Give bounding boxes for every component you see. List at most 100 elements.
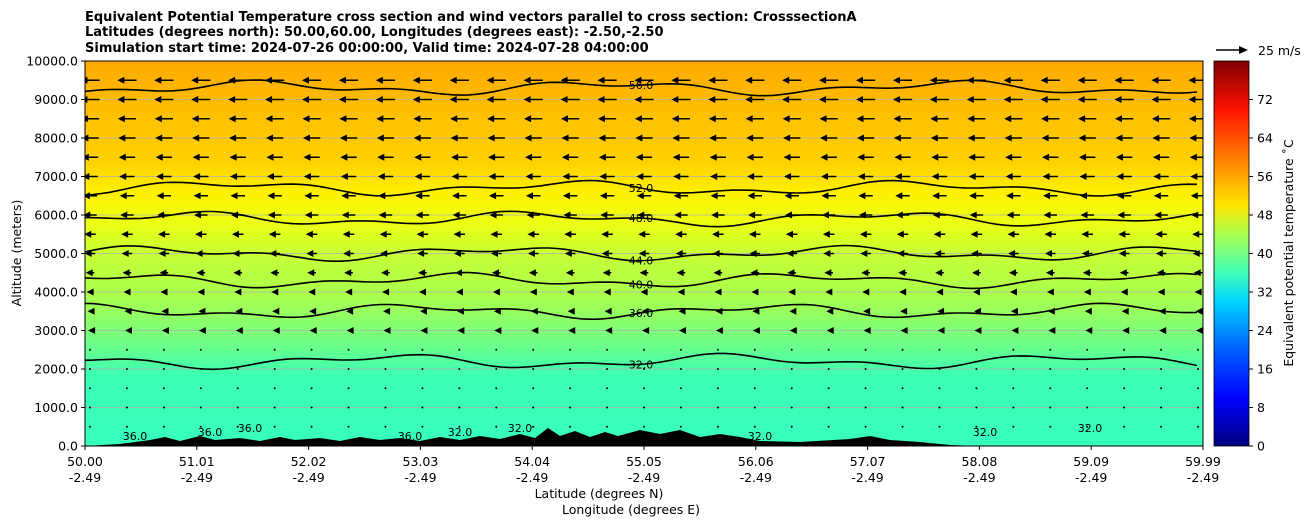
wind-vector bbox=[565, 269, 575, 277]
wind-vector-head bbox=[527, 250, 535, 257]
wind-vector-head bbox=[489, 192, 497, 200]
wind-vector bbox=[1188, 96, 1203, 103]
x-axis: 50.00-2.4951.01-2.4952.02-2.4953.03-2.49… bbox=[67, 446, 1221, 485]
wind-vector bbox=[1078, 115, 1097, 123]
wind-vector bbox=[1153, 192, 1169, 200]
wind-vector bbox=[635, 134, 653, 142]
wind-vector-head bbox=[340, 173, 348, 180]
wind-vector bbox=[338, 96, 359, 103]
wind-vector bbox=[1197, 387, 1199, 390]
x-tick-label-lon: -2.49 bbox=[1187, 470, 1219, 485]
wind-vector bbox=[1118, 250, 1130, 257]
wind-vector-head bbox=[380, 250, 388, 257]
wind-vector bbox=[1156, 269, 1166, 277]
wind-vector bbox=[490, 230, 503, 238]
wind-vector-head bbox=[713, 269, 721, 277]
wind-vector-head bbox=[969, 211, 977, 219]
wind-vector-head bbox=[789, 307, 797, 315]
wind-vector-head bbox=[974, 307, 981, 315]
wind-vector bbox=[489, 211, 503, 219]
wind-vector bbox=[1189, 134, 1203, 142]
wind-vector bbox=[231, 230, 244, 238]
colorbar-gradient bbox=[1213, 60, 1250, 447]
wind-vector-head bbox=[306, 250, 314, 257]
wind-vector bbox=[1046, 288, 1054, 296]
wind-vector bbox=[1194, 288, 1202, 296]
wind-vector bbox=[162, 348, 165, 351]
wind-vector bbox=[932, 192, 947, 200]
wind-vector bbox=[856, 76, 876, 84]
wind-vector bbox=[310, 387, 313, 390]
wind-vector-head bbox=[303, 173, 311, 180]
wind-vector bbox=[783, 134, 801, 142]
wind-vector-head bbox=[378, 192, 386, 200]
wind-vector-head bbox=[1152, 134, 1160, 142]
wind-vector bbox=[192, 153, 209, 161]
wind-vector bbox=[488, 173, 504, 180]
wind-vector-head bbox=[340, 153, 348, 161]
wind-vector-head bbox=[935, 269, 943, 277]
wind-vector-head bbox=[931, 153, 939, 161]
wind-vector-head bbox=[1151, 96, 1159, 103]
wind-vector-head bbox=[192, 153, 200, 161]
wind-vector bbox=[749, 230, 761, 238]
wind-vector bbox=[782, 76, 802, 84]
wind-vector-head bbox=[266, 173, 274, 180]
wind-vector bbox=[1188, 76, 1203, 84]
wind-vector bbox=[1157, 288, 1165, 296]
wind-vector bbox=[641, 307, 649, 315]
wind-vector-head bbox=[600, 211, 608, 219]
wind-vector bbox=[900, 307, 908, 315]
colorbar-tick-label: 8 bbox=[1257, 400, 1265, 415]
wind-vector-head bbox=[383, 307, 391, 315]
wind-vector-head bbox=[160, 288, 168, 296]
wind-vector-head bbox=[526, 211, 534, 219]
wind-vector bbox=[86, 288, 94, 296]
wind-vector bbox=[1188, 115, 1203, 123]
wind-vector bbox=[155, 134, 173, 142]
wind-vector-head bbox=[342, 230, 350, 238]
wind-vector bbox=[895, 211, 910, 219]
wind-vector bbox=[1155, 230, 1167, 238]
wind-vector-head bbox=[782, 96, 790, 103]
wind-vector bbox=[85, 250, 96, 257]
wind-vector-head bbox=[634, 96, 642, 103]
wind-vector-head bbox=[1078, 134, 1086, 142]
wind-vector-head bbox=[1192, 230, 1200, 238]
wind-vector bbox=[938, 406, 941, 409]
wind-vector bbox=[1006, 211, 1021, 219]
wind-vector bbox=[826, 307, 834, 315]
wind-vector-head bbox=[304, 192, 312, 200]
wind-vector bbox=[933, 230, 946, 238]
wind-vector bbox=[526, 211, 540, 219]
wind-vector bbox=[605, 327, 613, 334]
wind-vector bbox=[864, 368, 867, 370]
wind-vector bbox=[1010, 307, 1018, 315]
wind-vector-head bbox=[85, 76, 88, 84]
wind-vector-head bbox=[524, 115, 532, 123]
wind-vector-head bbox=[788, 288, 796, 296]
wind-vector bbox=[598, 134, 616, 142]
x-tick-label-lat: 51.01 bbox=[179, 454, 215, 469]
wind-vector-head bbox=[117, 115, 125, 123]
wind-vector-head bbox=[973, 288, 981, 296]
wind-vector-head bbox=[708, 115, 716, 123]
colorbar-ticks: 0 8 16 24 32 40 48 56 64 72 bbox=[1249, 92, 1273, 454]
wind-vector bbox=[820, 153, 837, 161]
wind-vector bbox=[449, 96, 469, 103]
wind-vector bbox=[495, 387, 498, 390]
colorbar-tick-label: 48 bbox=[1257, 208, 1273, 223]
wind-vector bbox=[1003, 76, 1023, 84]
wind-vector-head bbox=[1044, 250, 1052, 257]
wind-vector-head bbox=[486, 76, 494, 84]
wind-vector bbox=[1042, 153, 1059, 161]
wind-vector bbox=[340, 153, 357, 161]
x-tick-label-lon: -2.49 bbox=[404, 470, 436, 485]
wind-vector-head bbox=[863, 307, 871, 315]
wind-vector-head bbox=[161, 307, 169, 315]
wind-vector-head bbox=[605, 327, 613, 334]
wind-vector bbox=[751, 288, 759, 296]
wind-vector bbox=[234, 288, 242, 296]
wind-vector-head bbox=[417, 250, 425, 257]
wind-vector-head bbox=[746, 134, 754, 142]
